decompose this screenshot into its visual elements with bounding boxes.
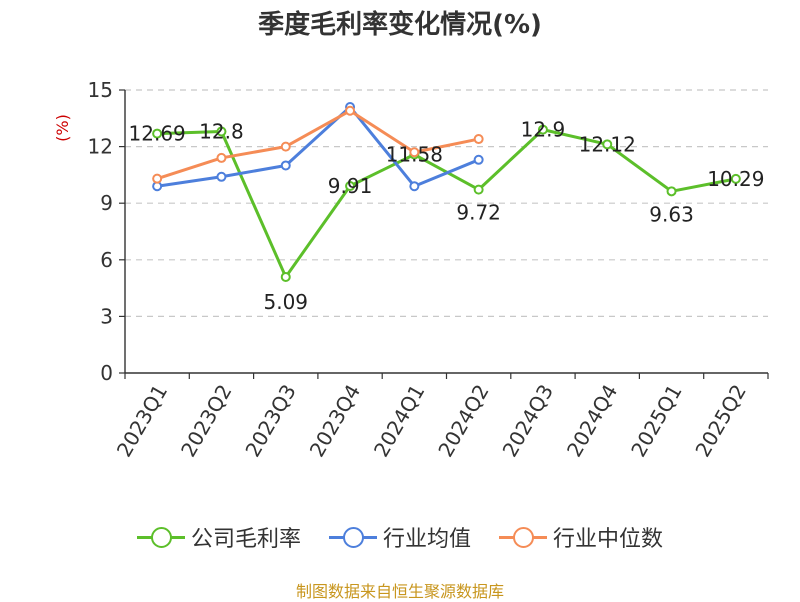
data-label: 12.12 [579, 132, 636, 156]
legend: 公司毛利率 行业均值 行业中位数 [0, 520, 800, 554]
x-tick-label: 2024Q4 [562, 380, 622, 461]
legend-item[interactable]: 行业中位数 [499, 521, 663, 553]
data-point [730, 173, 741, 184]
legend-item[interactable]: 行业均值 [328, 521, 471, 553]
legend-label: 行业中位数 [553, 527, 664, 552]
legend-swatch [136, 525, 185, 549]
y-tick-label: 12 [88, 135, 113, 159]
legend-swatch [499, 525, 547, 549]
data-label: 9.91 [328, 174, 373, 198]
data-point [345, 105, 356, 116]
y-axis-label: (%) [53, 114, 72, 142]
y-tick-label: 3 [100, 304, 113, 328]
data-point [216, 152, 227, 163]
data-label: 12.9 [521, 118, 566, 142]
data-point [473, 154, 484, 165]
data-label: 9.72 [456, 201, 501, 225]
series-line-1 [156, 105, 480, 188]
data-point [602, 139, 613, 150]
data-label: 5.09 [263, 290, 308, 314]
x-tick-label: 2024Q1 [369, 380, 429, 461]
data-point [216, 171, 227, 182]
x-tick-label: 2025Q2 [690, 380, 750, 461]
footer-source: 制图数据来自恒生聚源数据库 [295, 582, 504, 601]
data-label: 11.58 [386, 143, 443, 167]
series-lines [152, 101, 741, 282]
legend-label: 行业均值 [382, 527, 471, 552]
x-tick-label: 2023Q2 [176, 380, 236, 461]
series-line-2 [156, 109, 479, 181]
data-point [280, 271, 291, 282]
data-point [666, 186, 677, 197]
x-tick-label: 2025Q1 [626, 380, 686, 461]
x-tick-label: 2023Q1 [112, 380, 172, 461]
y-tick-label: 6 [100, 248, 113, 272]
data-point [473, 184, 484, 195]
data-point [152, 128, 163, 139]
x-tick-label: 2023Q4 [305, 380, 365, 461]
data-point [409, 181, 420, 192]
data-label: 12.69 [129, 122, 186, 146]
data-label: 12.8 [199, 120, 244, 144]
data-label: 9.63 [649, 202, 694, 226]
legend-label: 公司毛利率 [190, 527, 301, 552]
x-tick-label: 2023Q3 [240, 380, 300, 461]
x-tick-label: 2024Q2 [433, 380, 493, 461]
data-labels: 12.69 12.8 5.09 9.91 11.58 9.72 12.9 12.12 9.63 1… [129, 118, 765, 314]
data-point [537, 124, 548, 135]
data-point [345, 181, 356, 192]
y-tick-label: 0 [100, 361, 113, 385]
data-label: 10.29 [707, 167, 764, 191]
y-tick-label: 15 [88, 78, 113, 102]
chart-title: 季度毛利率变化情况(%) [258, 10, 542, 40]
data-point [409, 147, 420, 158]
legend-swatch [328, 525, 377, 549]
y-tick-label: 9 [100, 191, 113, 215]
data-point [473, 134, 484, 145]
data-point [280, 160, 291, 171]
data-point [280, 141, 291, 152]
data-point [152, 173, 163, 184]
legend-item[interactable]: 公司毛利率 [136, 521, 301, 553]
x-tick-label: 2024Q3 [498, 380, 558, 461]
data-point [216, 126, 227, 137]
